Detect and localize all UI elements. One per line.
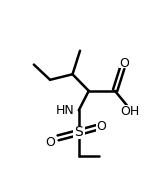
FancyBboxPatch shape bbox=[72, 126, 85, 139]
FancyBboxPatch shape bbox=[124, 105, 136, 118]
FancyBboxPatch shape bbox=[57, 104, 73, 116]
Text: O: O bbox=[96, 120, 106, 133]
Text: O: O bbox=[45, 136, 55, 149]
Text: HN: HN bbox=[56, 104, 74, 117]
Text: S: S bbox=[74, 125, 83, 140]
Text: O: O bbox=[119, 57, 129, 70]
FancyBboxPatch shape bbox=[45, 137, 55, 147]
FancyBboxPatch shape bbox=[96, 122, 106, 132]
Text: OH: OH bbox=[120, 105, 140, 118]
FancyBboxPatch shape bbox=[119, 58, 129, 68]
